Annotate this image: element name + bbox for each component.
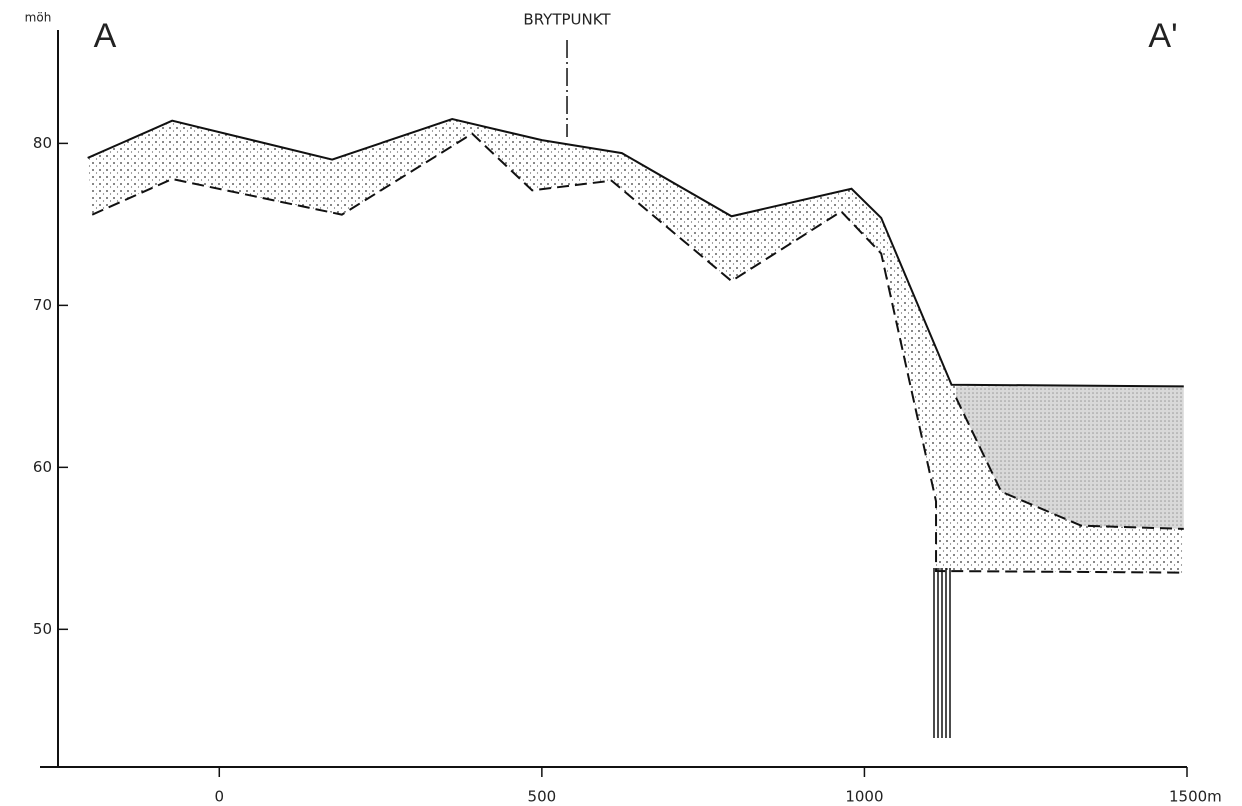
x-tick-label: 500 xyxy=(528,788,557,806)
breakpoint-label: BRYTPUNKT xyxy=(523,11,611,29)
x-tick-label: 0 xyxy=(215,788,225,806)
x-tick-label: 1000 xyxy=(845,788,883,806)
y-tick-label: 80 xyxy=(33,134,52,152)
y-tick-label: 50 xyxy=(33,620,52,638)
y-tick-label: 60 xyxy=(33,458,52,476)
well xyxy=(934,568,950,738)
section-end: A' xyxy=(1148,17,1177,55)
sediment-layer xyxy=(88,119,1184,573)
y-axis-label: möh xyxy=(25,11,52,25)
y-tick-label: 70 xyxy=(33,296,52,314)
x-tick-label: 1500m xyxy=(1169,788,1222,806)
section-start: A xyxy=(94,17,117,55)
chart: möh A A' 0 500 1000 1500m 50 60 70 80 BRYTPUNKT xyxy=(0,0,1242,806)
